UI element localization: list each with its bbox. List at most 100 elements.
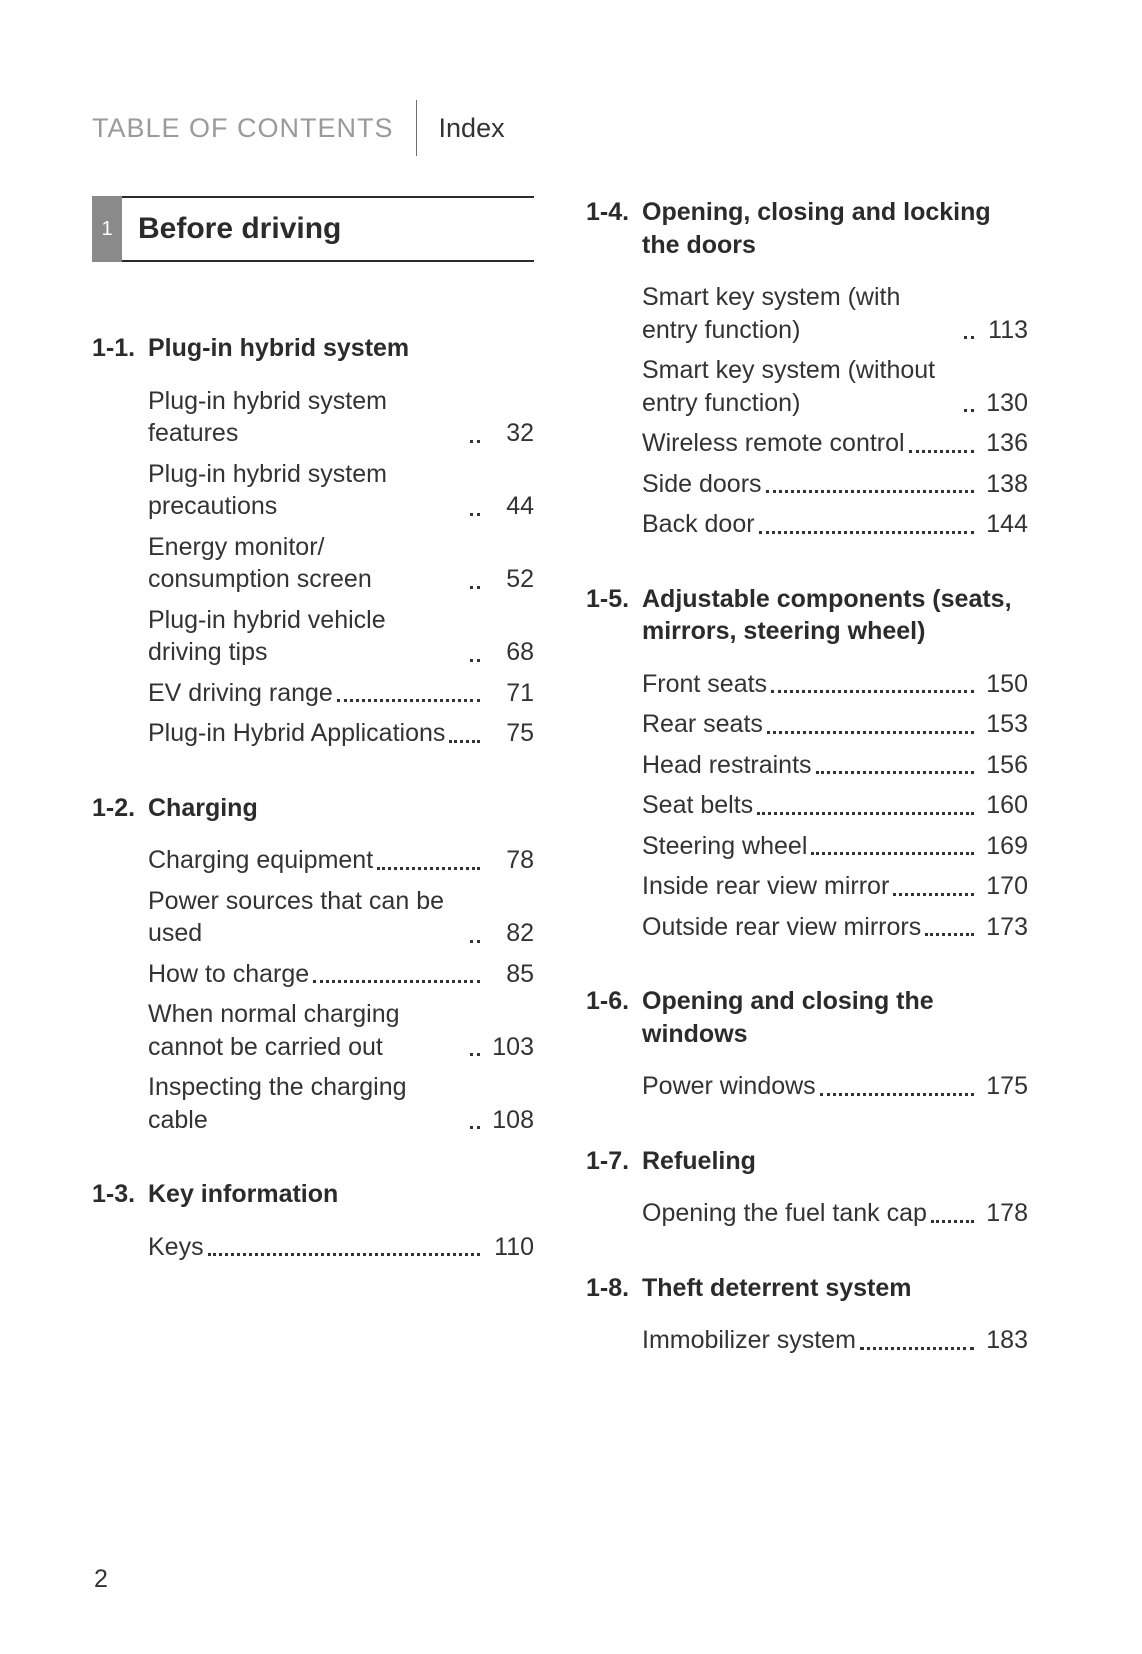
section-entries: Keys 110 xyxy=(92,1231,534,1264)
toc-entry[interactable]: Steering wheel169 xyxy=(642,830,1028,863)
entry-page: 183 xyxy=(980,1324,1028,1357)
entry-page: 156 xyxy=(980,749,1028,782)
entry-page: 71 xyxy=(486,677,534,710)
toc-entry[interactable]: Keys 110 xyxy=(148,1231,534,1264)
toc-entry[interactable]: When normal charging cannot be carried o… xyxy=(148,998,534,1063)
entry-label: Plug-in Hybrid Applications xyxy=(148,717,445,750)
leader-dots xyxy=(470,586,480,589)
toc-entry[interactable]: EV driving range71 xyxy=(148,677,534,710)
toc-entry[interactable]: Rear seats153 xyxy=(642,708,1028,741)
entry-page: 110 xyxy=(486,1231,534,1264)
entry-page: 75 xyxy=(486,717,534,750)
leader-dots xyxy=(313,980,480,983)
entry-label: Keys xyxy=(148,1231,204,1264)
entry-label: Rear seats xyxy=(642,708,763,741)
right-column: 1-4.Opening, closing and locking the doo… xyxy=(586,196,1028,1399)
toc-entry[interactable]: Energy monitor/ consumption screen 52 xyxy=(148,531,534,596)
entry-label: Plug-in hybrid vehicle driving tips xyxy=(148,604,466,669)
leader-dots xyxy=(449,740,480,743)
toc-section: 1-6.Opening and closing the windowsPower… xyxy=(586,985,1028,1103)
leader-dots xyxy=(860,1347,974,1350)
leader-dots xyxy=(470,440,480,443)
section-entries: Front seats150 Rear seats153 Head restrain… xyxy=(586,668,1028,944)
entry-page: 144 xyxy=(980,508,1028,541)
toc-entry[interactable]: Plug-in hybrid vehicle driving tips 68 xyxy=(148,604,534,669)
page-header: TABLE OF CONTENTS Index xyxy=(92,100,1050,156)
leader-dots xyxy=(759,531,974,534)
entry-page: 178 xyxy=(980,1197,1028,1230)
header-divider xyxy=(416,100,417,156)
toc-entry[interactable]: Outside rear view mirrors173 xyxy=(642,911,1028,944)
toc-entry[interactable]: Plug-in Hybrid Applications 75 xyxy=(148,717,534,750)
toc-section: 1-8.Theft deterrent systemImmobilizer sy… xyxy=(586,1272,1028,1357)
leader-dots xyxy=(766,490,974,493)
leader-dots xyxy=(909,450,974,453)
leader-dots xyxy=(820,1093,974,1096)
leader-dots xyxy=(470,1053,480,1056)
section-heading: 1-4.Opening, closing and locking the doo… xyxy=(586,196,1028,261)
entry-page: 68 xyxy=(486,636,534,669)
section-entries: Smart key system (with entry function)11… xyxy=(586,281,1028,541)
section-heading: 1-1.Plug-in hybrid system xyxy=(92,332,534,365)
entry-page: 138 xyxy=(980,468,1028,501)
chapter-title: Before driving xyxy=(138,212,524,246)
entry-label: Charging equipment xyxy=(148,844,373,877)
page-number: 2 xyxy=(94,1565,108,1594)
toc-section: 1-5.Adjustable components (seats, mirror… xyxy=(586,583,1028,944)
toc-entry[interactable]: How to charge85 xyxy=(148,958,534,991)
section-entries: Charging equipment 78 Power sources that c… xyxy=(92,844,534,1136)
entry-label: Back door xyxy=(642,508,755,541)
toc-section: 1-7.Refueling Opening the fuel tank cap17… xyxy=(586,1145,1028,1230)
section-number: 1-2. xyxy=(92,792,148,825)
leader-dots xyxy=(767,731,974,734)
entry-page: 78 xyxy=(486,844,534,877)
toc-entry[interactable]: Immobilizer system183 xyxy=(642,1324,1028,1357)
entry-label: Energy monitor/ consumption screen xyxy=(148,531,466,596)
toc-entry[interactable]: Wireless remote control136 xyxy=(642,427,1028,460)
toc-entry[interactable]: Opening the fuel tank cap178 xyxy=(642,1197,1028,1230)
toc-entry[interactable]: Back door 144 xyxy=(642,508,1028,541)
toc-entry[interactable]: Smart key system (without entry function… xyxy=(642,354,1028,419)
leader-dots xyxy=(757,812,974,815)
leader-dots xyxy=(470,659,480,662)
toc-entry[interactable]: Side doors138 xyxy=(642,468,1028,501)
section-number: 1-4. xyxy=(586,196,642,261)
section-entries: Opening the fuel tank cap178 xyxy=(586,1197,1028,1230)
section-number: 1-7. xyxy=(586,1145,642,1178)
entry-label: Smart key system (without entry function… xyxy=(642,354,960,419)
left-sections: 1-1.Plug-in hybrid system Plug-in hybrid … xyxy=(92,332,534,1263)
entry-label: Head restraints xyxy=(642,749,812,782)
section-title: Refueling xyxy=(642,1145,1028,1178)
section-title: Charging xyxy=(148,792,534,825)
toc-entry[interactable]: Power windows175 xyxy=(642,1070,1028,1103)
header-right-label: Index xyxy=(439,113,505,144)
toc-entry[interactable]: Seat belts160 xyxy=(642,789,1028,822)
toc-section: 1-1.Plug-in hybrid system Plug-in hybrid … xyxy=(92,332,534,750)
entry-page: 113 xyxy=(980,314,1028,347)
leader-dots xyxy=(811,852,974,855)
leader-dots xyxy=(337,699,480,702)
leader-dots xyxy=(771,690,974,693)
chapter-title-wrap: Before driving xyxy=(122,196,534,262)
toc-entry[interactable]: Inspecting the charging cable108 xyxy=(148,1071,534,1136)
leader-dots xyxy=(470,940,480,943)
toc-entry[interactable]: Plug-in hybrid system features32 xyxy=(148,385,534,450)
toc-entry[interactable]: Front seats150 xyxy=(642,668,1028,701)
section-entries: Immobilizer system183 xyxy=(586,1324,1028,1357)
entry-page: 150 xyxy=(980,668,1028,701)
toc-entry[interactable]: Plug-in hybrid system precautions44 xyxy=(148,458,534,523)
section-title: Theft deterrent system xyxy=(642,1272,1028,1305)
toc-entry[interactable]: Charging equipment 78 xyxy=(148,844,534,877)
entry-label: Inspecting the charging cable xyxy=(148,1071,466,1136)
entry-page: 130 xyxy=(980,387,1028,420)
entry-label: Outside rear view mirrors xyxy=(642,911,921,944)
toc-entry[interactable]: Power sources that can be used82 xyxy=(148,885,534,950)
toc-entry[interactable]: Inside rear view mirror170 xyxy=(642,870,1028,903)
section-number: 1-5. xyxy=(586,583,642,648)
toc-entry[interactable]: Head restraints 156 xyxy=(642,749,1028,782)
toc-entry[interactable]: Smart key system (with entry function)11… xyxy=(642,281,1028,346)
entry-page: 52 xyxy=(486,563,534,596)
header-left-label: TABLE OF CONTENTS xyxy=(92,113,394,144)
toc-section: 1-4.Opening, closing and locking the doo… xyxy=(586,196,1028,541)
toc-section: 1-2.Charging Charging equipment 78 Power so… xyxy=(92,792,534,1137)
